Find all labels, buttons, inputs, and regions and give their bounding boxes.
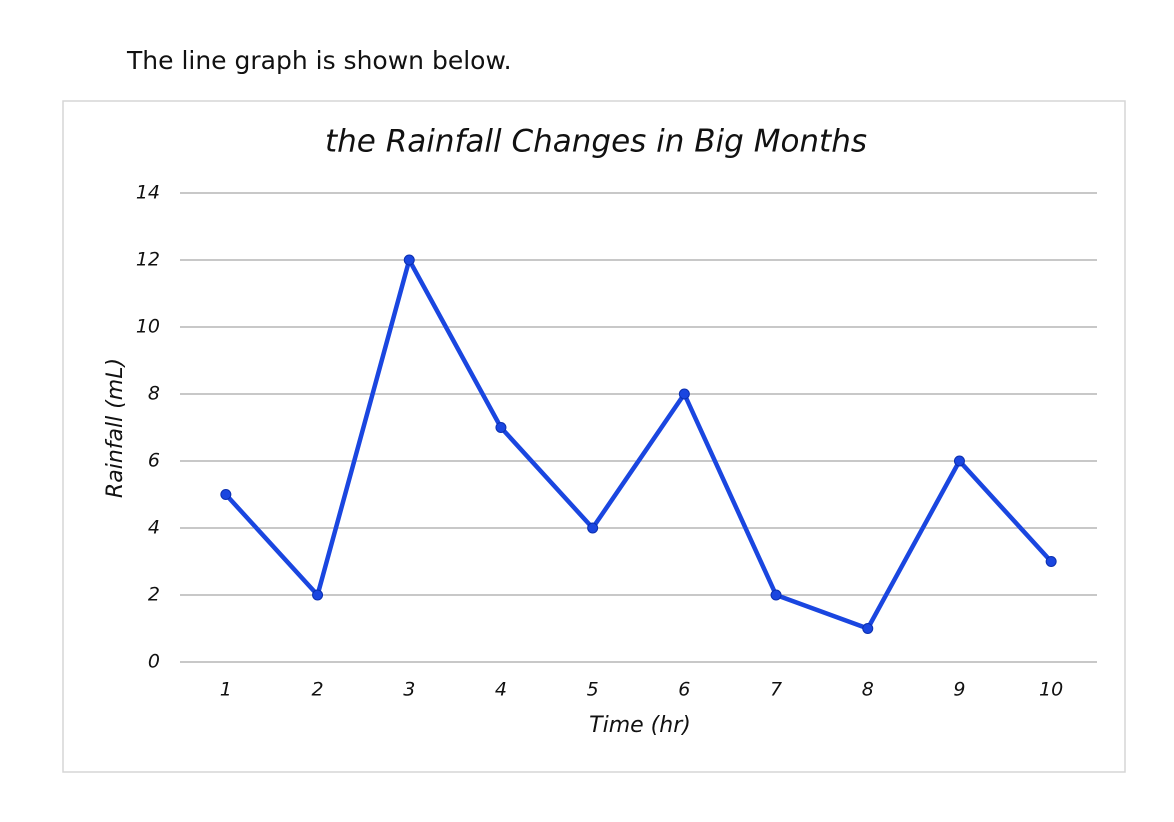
x-tick-label: 9 <box>953 679 965 701</box>
y-tick-label: 0 <box>148 651 160 673</box>
x-tick-label: 4 <box>495 679 507 701</box>
y-tick-label: 6 <box>148 450 160 472</box>
data-point <box>587 522 599 534</box>
x-tick-label: 10 <box>1039 679 1063 701</box>
y-axis-label: Rainfall (mL) <box>103 358 128 498</box>
x-tick-label: 2 <box>312 679 324 701</box>
data-point <box>770 589 782 601</box>
data-point <box>953 455 965 467</box>
y-tick-label: 2 <box>148 584 160 606</box>
x-tick-label: 1 <box>220 679 232 701</box>
x-tick-label: 3 <box>403 679 415 701</box>
chart-title: the Rainfall Changes in Big Months <box>325 124 867 160</box>
y-tick-label: 14 <box>136 182 160 204</box>
intro-text: The line graph is shown below. <box>126 46 512 75</box>
x-axis-label: Time (hr) <box>589 713 691 738</box>
data-point <box>678 388 690 400</box>
data-point <box>1045 556 1057 567</box>
y-tick-label: 4 <box>148 517 160 539</box>
x-tick-label: 5 <box>587 679 599 701</box>
data-point <box>220 489 232 500</box>
x-tick-label: 8 <box>862 679 874 701</box>
data-point <box>312 589 324 601</box>
x-tick-label: 6 <box>678 679 690 701</box>
y-tick-label: 12 <box>136 249 160 271</box>
data-line <box>224 257 1053 631</box>
data-point <box>862 623 874 634</box>
data-point <box>403 254 415 266</box>
y-tick-label: 10 <box>136 316 160 338</box>
data-point <box>495 422 507 433</box>
y-tick-label: 8 <box>148 383 160 405</box>
chart-frame <box>62 100 1126 773</box>
x-tick-label: 7 <box>770 679 782 701</box>
